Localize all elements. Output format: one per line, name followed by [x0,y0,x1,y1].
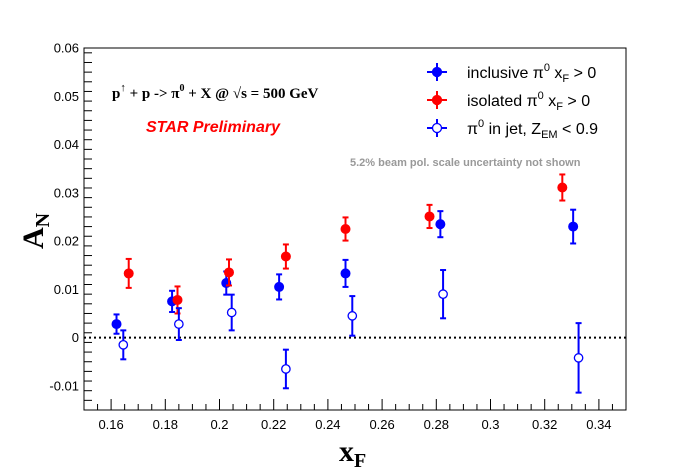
data-point [118,339,129,350]
legend-text-part: π [467,121,478,138]
legend-text-part: in jet, Z [484,121,541,138]
data-point [174,319,184,329]
y-tick-label: 0.01 [54,282,79,297]
x-tick-label: 0.22 [261,417,286,432]
x-axis-title-main: x [339,435,354,468]
data-point [347,311,358,321]
process-p1-sup: ↑ [120,82,126,94]
x-axis: 0.16 0.18 0.2 0.22 0.24 0.26 0.28 0.3 0.32 0.34 [83,399,627,432]
process-rest: + p -> π [126,86,180,102]
legend-text-part: F [562,73,569,85]
y-axis: -0.01 0 0.01 0.02 0.03 0.04 0.05 0.06 [49,41,92,411]
y-tick-label: 0.06 [54,41,79,56]
x-tick-label: 0.28 [424,417,449,432]
process-p1: p [112,86,120,102]
legend-text-part: 0 [478,118,484,130]
legend-text-part: > 0 [563,93,590,110]
data-point [280,251,291,262]
legend-label-inclusive: inclusive π0 xF > 0 [467,62,596,85]
legend-text-part: inclusive π [467,65,544,82]
series-in-jet [118,269,584,394]
legend-text-part: 0 [538,90,544,102]
process-energy: = 500 GeV [247,86,319,102]
legend-text-part: F [556,101,563,113]
legend-marker [431,94,443,106]
data-point [172,294,183,305]
data-point [111,319,122,330]
data-point [123,268,134,279]
x-tick-label: 0.3 [481,417,499,432]
x-tick-label: 0.26 [369,417,394,432]
x-tick-label: 0.32 [532,417,557,432]
x-axis-title: xF [339,435,366,472]
x-axis-title-sub: F [354,450,366,472]
y-axis-title: AN [17,212,54,249]
data-point [424,211,435,222]
y-tick-label: 0.03 [54,185,79,200]
data-point [573,353,584,363]
x-tick-label: 0.18 [153,417,178,432]
y-tick-label: 0.05 [54,89,79,104]
data-point [435,219,446,230]
x-tick-label: 0.2 [210,417,228,432]
legend-marker [431,66,443,78]
data-point [557,182,568,193]
y-tick-label: 0.02 [54,234,79,249]
y-axis-title-main: A [17,227,50,249]
data-point [226,307,237,318]
data-point [568,221,579,232]
y-tick-label: 0.04 [54,137,79,152]
legend-text-part: < 0.9 [558,121,599,138]
series-isolated [123,173,568,315]
series-layer [111,173,584,394]
legend-text-part: 0 [544,62,550,74]
y-axis-title-sub: N [32,212,54,227]
process-label: p↑ + p -> π0 + X @ √s = 500 GeV [112,82,319,102]
process-sqrt: √s [233,86,247,102]
legend-text-part: > 0 [569,65,596,82]
data-point [340,268,351,279]
data-point [340,224,351,234]
y-tick-label: -0.01 [49,378,79,393]
legend-label-in-jet: π0 in jet, ZEM < 0.9 [467,118,598,141]
data-point [281,364,291,374]
y-tick-label: 0 [72,330,79,345]
process-pi-sup: 0 [180,83,185,94]
data-point [274,281,285,292]
polarization-note: 5.2% beam pol. scale uncertainty not sho… [350,157,581,169]
legend-text-part: EM [541,129,558,141]
process-tail: + X @ [185,86,233,102]
preliminary-label: STAR Preliminary [146,119,281,136]
x-tick-label: 0.34 [586,417,611,432]
data-point [223,267,234,278]
legend-label-isolated: isolated π0 xF > 0 [467,90,590,113]
x-tick-label: 0.16 [98,417,123,432]
data-point [438,289,448,300]
legend-text-part: x [544,93,556,110]
legend-text-part: x [550,65,562,82]
legend-marker [431,122,443,134]
x-tick-label: 0.24 [315,417,340,432]
legend-text-part: isolated π [467,93,538,110]
